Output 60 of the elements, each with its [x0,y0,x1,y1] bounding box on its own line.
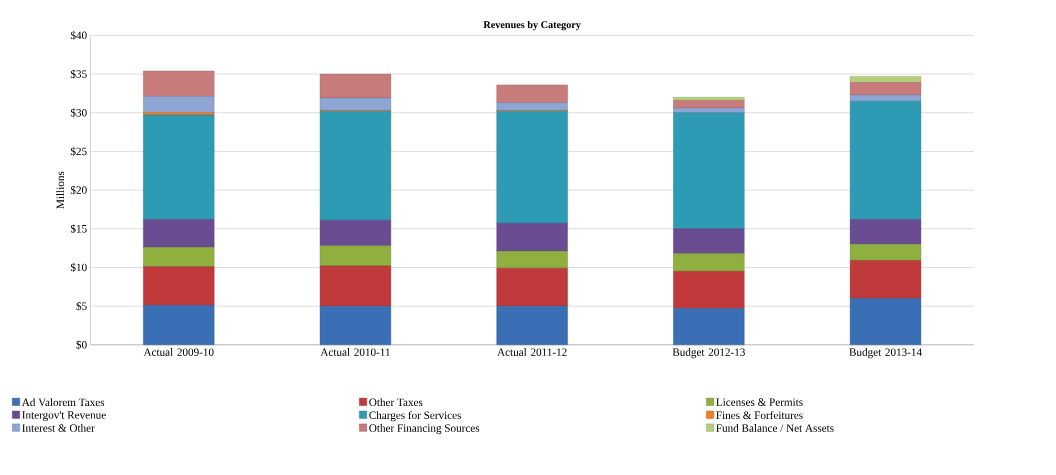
bar [319,245,392,266]
bar [673,271,745,309]
bar [849,243,922,261]
legend-label: Ad Valorem Taxes [21,398,105,406]
y-tick-label: $40 [70,30,87,40]
bar [673,253,745,272]
bar [673,112,745,229]
y-tick-label: $25 [70,146,87,156]
bar [319,73,392,99]
bar [319,219,392,246]
legend-label: Charges for Services [369,410,462,422]
x-tick-label: Actual 2010-11 [320,347,390,356]
y-tick-label: $5 [76,301,87,311]
bar [496,305,568,345]
legend-label: Licenses & Permits [716,398,803,406]
bar [143,70,215,97]
y-axis-title: Millions [56,171,65,209]
x-tick-label: Actual 2011-12 [497,347,567,356]
chart-title: Revenues by Category [483,20,581,31]
bar [496,223,568,252]
bar [143,266,215,306]
legend-label: Other Financing Sources [369,423,480,434]
bar [496,250,568,269]
bar [849,82,922,96]
bar [143,247,215,267]
bar [849,219,922,245]
bar [143,114,215,220]
bar [849,76,922,83]
legend-label: Fines & Forfeitures [716,410,803,419]
y-tick-label: $15 [70,224,87,234]
bar [849,260,922,299]
y-tick-label: $35 [70,69,87,79]
bar [673,308,745,345]
bar [143,96,215,113]
bar [143,305,215,345]
bar [673,107,745,113]
y-tick-label: $20 [70,185,87,195]
legend-label: Fund Balance / Net Assets [716,423,834,432]
x-tick-label: Budget 2012-13 [672,347,745,359]
legend-label: Intergov't Revenue [22,411,106,421]
bar [496,84,568,103]
bar [496,267,568,307]
y-tick-label: $10 [70,262,87,272]
legend-label: Interest & Other [22,423,95,432]
x-tick-label: Actual 2009-10 [143,347,214,356]
bar [319,97,392,111]
bar [319,265,392,307]
y-tick-label: $30 [70,108,87,118]
bar [673,228,745,254]
bar [849,94,922,102]
bar [319,305,392,345]
y-tick-label: $0 [76,340,87,350]
legend-label: Other Taxes [369,398,423,406]
bar [849,100,922,220]
bar [496,102,568,111]
bar [849,298,922,345]
bar [143,219,215,248]
x-tick-label: Budget 2013-14 [849,347,922,359]
bar [496,110,568,224]
bar [319,110,392,221]
